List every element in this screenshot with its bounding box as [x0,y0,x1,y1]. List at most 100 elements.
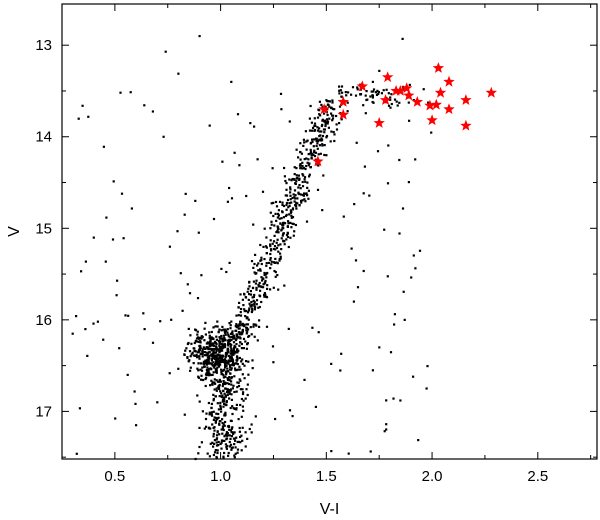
data-point [356,286,360,289]
data-point [276,238,279,241]
data-point [248,307,251,310]
highlighted-star-point [430,98,442,110]
data-point [213,429,216,432]
data-point [425,387,428,390]
data-point [230,393,233,396]
data-point [306,186,309,189]
data-point [350,93,353,96]
data-point [273,261,276,264]
data-point [270,249,273,252]
data-point [208,334,211,337]
data-point [216,348,219,351]
data-point [399,399,402,402]
data-point [293,173,296,176]
data-point [75,452,78,455]
data-point [246,393,249,397]
data-point [290,214,293,217]
data-point [321,134,325,138]
data-point [204,373,208,376]
data-point [233,346,236,349]
data-point [389,351,393,354]
data-point [215,335,218,338]
data-point [183,353,186,356]
data-point [219,401,222,404]
data-point [323,120,326,123]
data-point [260,276,263,279]
data-point [351,86,355,89]
highlighted-star-point [424,99,436,111]
data-point [257,269,260,272]
data-point [204,378,207,381]
data-point [323,144,326,147]
data-point [269,245,272,248]
data-point [242,409,245,412]
data-point [247,318,250,321]
data-point [220,346,223,350]
data-point [205,351,208,354]
data-point [228,392,232,395]
data-point [232,337,236,340]
data-point [289,198,292,201]
data-point [251,308,254,311]
data-point [350,247,353,250]
data-point [316,147,319,150]
data-point [250,431,253,434]
data-point [359,93,362,96]
data-point [280,217,283,220]
data-point [277,250,280,253]
data-point [263,258,266,261]
data-point [267,261,270,264]
data-point [232,432,235,436]
data-point [250,333,253,336]
data-point [315,144,318,147]
data-point [340,95,343,98]
data-point [232,334,235,337]
data-point [239,293,242,296]
data-point [228,356,232,359]
data-point [295,207,298,210]
data-point [237,331,240,334]
data-point [207,401,210,405]
data-point [305,164,308,168]
data-point [237,306,240,309]
data-point [207,427,210,430]
data-point [322,128,326,131]
data-point [303,176,307,179]
data-point [230,367,233,370]
data-point [410,276,413,279]
data-point [197,452,200,455]
data-point [248,427,251,431]
data-point [304,167,307,171]
data-point [372,88,376,91]
data-point [234,339,237,342]
data-point [390,102,393,106]
data-point [338,89,341,92]
data-point [219,404,222,407]
data-point [300,201,303,204]
data-point [252,323,255,326]
data-point [289,194,292,197]
data-point [426,365,429,368]
data-point [216,320,219,323]
data-point [279,255,282,258]
data-point [331,99,334,102]
data-point [228,382,231,386]
data-point [292,222,295,226]
x-tick-label: 1.5 [316,468,337,485]
data-point [244,315,247,318]
data-point [204,347,207,350]
data-point [289,209,292,212]
data-point [312,145,315,148]
data-point [122,237,125,240]
data-point [402,290,405,293]
data-point [324,105,327,108]
data-point [221,347,224,350]
data-point [218,328,221,331]
data-point [316,140,319,143]
data-point [208,336,211,340]
data-point [222,423,225,426]
data-point [218,349,221,352]
data-point [242,347,245,350]
data-point [208,348,211,351]
data-point [187,360,190,363]
